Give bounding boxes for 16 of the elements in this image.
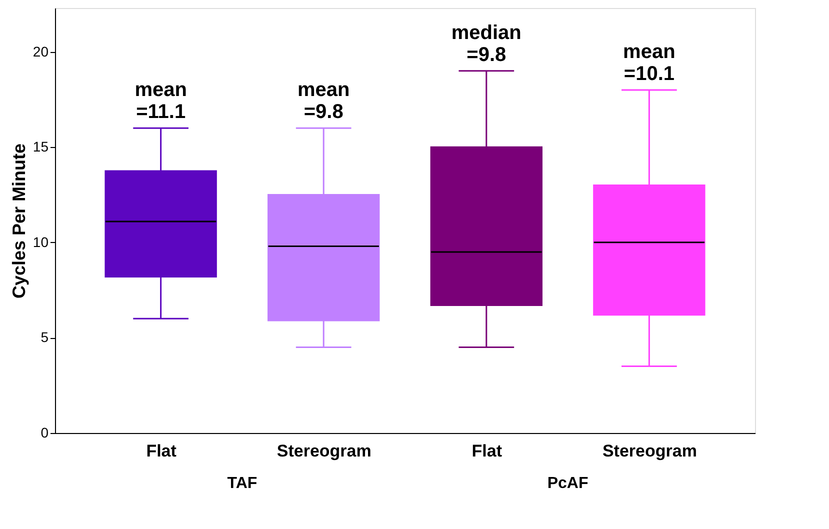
y-tick-label: 5 [40,329,49,346]
x-tick-label: Flat [146,442,177,460]
y-tick-label: 10 [32,234,49,250]
annotation: mean =11.1 [134,79,187,124]
y-axis-title: Cycles Per Minute [8,143,29,299]
x-tick-label: Flat [472,442,502,460]
x-tick-label: Stereogram [276,442,372,460]
annotation: mean =9.8 [297,79,350,124]
annotation: median =9.8 [451,22,522,66]
annotation: mean =10.1 [623,40,676,85]
text: PcAF [547,475,588,492]
y-tick-label: 15 [32,138,49,155]
y-tick-label: 0 [40,424,49,440]
x-tick-label: Stereogram [602,442,697,460]
y-tick-label: 20 [32,43,49,60]
text: TAF [227,475,258,492]
